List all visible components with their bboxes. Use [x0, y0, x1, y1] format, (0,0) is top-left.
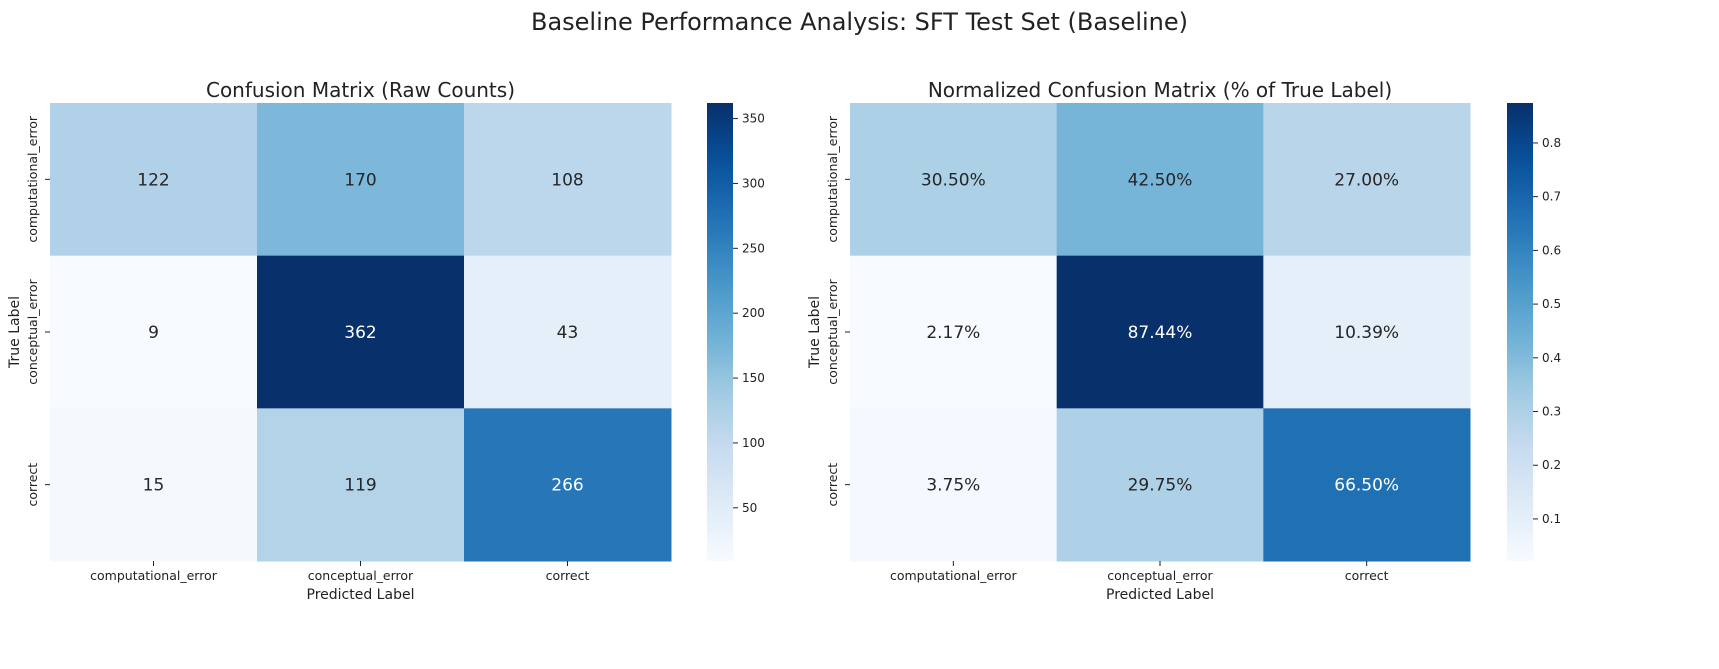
norm-x-tick-label: correct — [1345, 568, 1389, 583]
raw-y-tick-label: conceptual_error — [25, 278, 40, 384]
raw-cell-conceptual-computational — [50, 255, 258, 409]
raw-cell-computational-conceptual — [257, 103, 465, 257]
norm-colorbar-tick-label: 0.8 — [1542, 136, 1561, 150]
norm-colorbar — [1507, 103, 1533, 561]
raw-cell-correct-correct — [464, 408, 672, 562]
norm-colorbar-tick-label: 0.6 — [1542, 243, 1561, 257]
norm-y-tick-label: computational_error — [825, 115, 840, 243]
norm-cell-conceptual-computational — [850, 255, 1058, 409]
raw-cell-label: 362 — [344, 323, 376, 343]
raw-panel-title: Confusion Matrix (Raw Counts) — [206, 78, 515, 102]
norm-cell-label: 66.50% — [1334, 476, 1399, 496]
raw-y-tick-label: correct — [25, 463, 40, 507]
raw-colorbar-tick-label: 100 — [742, 436, 765, 450]
norm-cell-computational-conceptual — [1056, 103, 1264, 257]
raw-colorbar-tick-label: 300 — [742, 176, 765, 190]
norm-y-axis-label: True Label — [807, 296, 823, 369]
raw-colorbar-tick-label: 150 — [742, 371, 765, 385]
raw-counts-heatmap-panel: Confusion Matrix (Raw Counts) 122 170 108 9 3… — [7, 78, 765, 603]
norm-cell-computational-computational — [850, 103, 1058, 257]
raw-cell-computational-computational — [50, 103, 258, 257]
raw-cell-computational-correct — [464, 103, 672, 257]
raw-cell-correct-computational — [50, 408, 258, 562]
norm-colorbar-tick-label: 0.5 — [1542, 297, 1561, 311]
raw-x-tick-label: correct — [546, 568, 590, 583]
norm-cell-correct-computational — [850, 408, 1058, 562]
raw-y-axis-label: True Label — [7, 296, 23, 369]
norm-x-tick-label: conceptual_error — [1107, 568, 1213, 583]
norm-panel-title: Normalized Confusion Matrix (% of True L… — [928, 78, 1392, 102]
norm-cell-label: 30.50% — [921, 170, 986, 190]
norm-cell-label: 10.39% — [1334, 323, 1399, 343]
raw-cell-label: 122 — [137, 170, 169, 190]
norm-colorbar-tick-label: 0.1 — [1542, 512, 1561, 526]
norm-colorbar-tick-label: 0.3 — [1542, 405, 1561, 419]
norm-cell-correct-conceptual — [1056, 408, 1264, 562]
norm-cell-label: 29.75% — [1128, 476, 1193, 496]
norm-y-tick-label: conceptual_error — [825, 278, 840, 384]
raw-cell-label: 119 — [344, 476, 376, 496]
norm-colorbar-tick-label: 0.7 — [1542, 190, 1561, 204]
norm-colorbar-tick-label: 0.4 — [1542, 351, 1561, 365]
norm-cell-label: 87.44% — [1128, 323, 1193, 343]
raw-colorbar-tick-label: 250 — [742, 241, 765, 255]
raw-cell-label: 9 — [148, 323, 159, 343]
raw-x-tick-label: computational_error — [90, 568, 218, 583]
raw-cell-correct-conceptual — [257, 408, 465, 562]
norm-cell-label: 3.75% — [926, 476, 980, 496]
normalized-heatmap-panel: Normalized Confusion Matrix (% of True L… — [807, 78, 1561, 603]
norm-cell-label: 27.00% — [1334, 170, 1399, 190]
raw-cell-label: 108 — [551, 170, 583, 190]
raw-cell-label: 43 — [557, 323, 579, 343]
raw-colorbar — [707, 103, 733, 561]
raw-cell-label: 170 — [344, 170, 376, 190]
norm-cell-computational-correct — [1263, 103, 1471, 257]
raw-colorbar-tick-label: 200 — [742, 306, 765, 320]
raw-cell-conceptual-conceptual — [257, 255, 465, 409]
raw-colorbar-tick-label: 350 — [742, 112, 765, 126]
raw-x-axis-label: Predicted Label — [307, 587, 415, 603]
norm-y-tick-label: correct — [825, 463, 840, 507]
norm-colorbar-tick-label: 0.2 — [1542, 458, 1561, 472]
raw-x-tick-label: conceptual_error — [308, 568, 414, 583]
raw-cell-conceptual-correct — [464, 255, 672, 409]
figure-title: Baseline Performance Analysis: SFT Test … — [531, 8, 1188, 36]
norm-cell-conceptual-correct — [1263, 255, 1471, 409]
norm-cell-conceptual-conceptual — [1056, 255, 1264, 409]
norm-cell-correct-correct — [1263, 408, 1471, 562]
raw-y-tick-label: computational_error — [25, 115, 40, 243]
norm-x-tick-label: computational_error — [890, 568, 1018, 583]
raw-cell-label: 266 — [551, 476, 583, 496]
norm-x-axis-label: Predicted Label — [1106, 587, 1214, 603]
norm-cell-label: 42.50% — [1128, 170, 1193, 190]
raw-colorbar-tick-label: 50 — [742, 501, 757, 515]
norm-cell-label: 2.17% — [926, 323, 980, 343]
raw-cell-label: 15 — [143, 476, 165, 496]
